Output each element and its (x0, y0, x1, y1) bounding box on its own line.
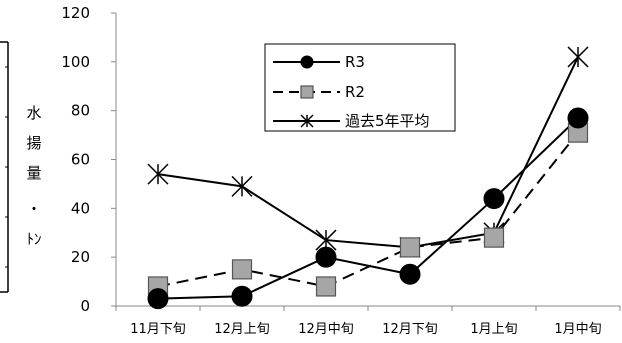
y-tick-label: 60 (71, 151, 90, 169)
y-label-char: 揚 (26, 134, 41, 152)
legend-box (264, 43, 456, 132)
x-tick-label: 11月下旬 (130, 322, 186, 337)
left-frame-remnant (0, 41, 9, 293)
data-point-circle (399, 263, 421, 285)
x-tick-label: 12月下旬 (382, 322, 438, 337)
data-point-square (300, 85, 314, 99)
y-tick-label: 40 (71, 199, 90, 217)
y-tick-label: 20 (71, 248, 90, 266)
data-point-circle (315, 246, 337, 268)
legend: R3 R2 過去5年平均 (264, 43, 456, 132)
series-line-1 (157, 132, 579, 288)
data-point-circle (567, 107, 589, 129)
data-point-star (231, 175, 253, 197)
data-point-circle (300, 55, 314, 69)
y-label-char: ﾄﾝ (26, 230, 41, 248)
data-point-circle (231, 285, 253, 307)
y-tick-label: 80 (71, 102, 90, 120)
y-axis-label: 水揚量・ ﾄﾝ (26, 104, 41, 248)
data-point-square (483, 227, 505, 248)
x-tick-label: 1月中旬 (554, 322, 601, 337)
y-tick-label: 100 (61, 53, 90, 71)
series-lines (157, 56, 579, 300)
x-tick-label: 12月中旬 (298, 322, 354, 337)
y-tick-label: 120 (61, 4, 90, 22)
data-point-star (300, 114, 314, 128)
data-point-square (315, 276, 337, 297)
legend-label: R3 (345, 53, 365, 71)
y-tick-label: 0 (80, 297, 90, 315)
data-point-star (147, 163, 169, 185)
series-markers (147, 46, 589, 310)
y-tick-labels: 0 20 40 60 80 100 120 (61, 4, 90, 315)
y-label-char: ・ (26, 200, 41, 218)
x-tick-label: 12月上旬 (214, 322, 270, 337)
chart-axes (111, 12, 621, 311)
x-tick-labels: 11月下旬 12月上旬 12月中旬 12月下旬 1月上旬 1月中旬 (130, 322, 601, 337)
x-tick-label: 1月上旬 (470, 322, 517, 337)
data-point-square (231, 259, 253, 280)
legend-label: 過去5年平均 (345, 112, 430, 130)
y-label-char: 水 (26, 104, 41, 122)
series-line-2 (157, 56, 579, 249)
data-point-circle (483, 188, 505, 210)
data-point-circle (147, 288, 169, 310)
y-label-char: 量 (26, 164, 41, 182)
series-line-0 (157, 117, 579, 300)
legend-label: R2 (345, 83, 365, 101)
data-point-square (399, 237, 421, 258)
data-point-star (567, 46, 589, 68)
